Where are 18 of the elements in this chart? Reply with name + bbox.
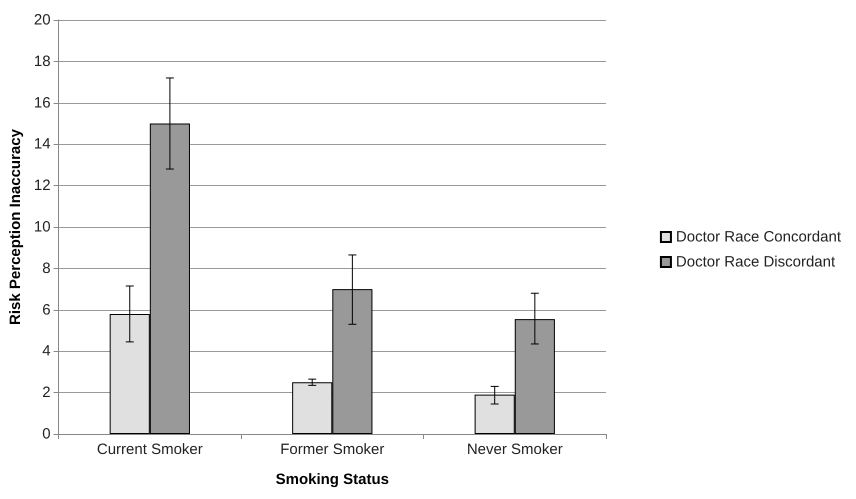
- x-axis-title: Smoking Status: [276, 471, 389, 488]
- y-tick-label: 6: [42, 301, 51, 318]
- y-tick-label: 14: [34, 136, 51, 153]
- y-tick-label: 20: [34, 12, 51, 28]
- x-tick-label: Never Smoker: [466, 441, 563, 458]
- y-tick-label: 0: [42, 426, 51, 442]
- y-tick-label: 12: [34, 177, 51, 194]
- x-tick-label: Current Smoker: [96, 441, 203, 458]
- y-tick-label: 8: [42, 260, 51, 277]
- legend-label: Doctor Race Concordant: [676, 228, 842, 246]
- y-axis-title: Risk Perception Inaccuracy: [7, 128, 24, 325]
- y-tick-label: 18: [34, 52, 51, 70]
- y-tick-label: 4: [42, 342, 51, 360]
- legend-label: Doctor Race Discordant: [676, 254, 836, 270]
- y-tick-label: 10: [34, 218, 51, 236]
- y-tick-label: 2: [42, 384, 51, 402]
- x-tick-label: Former Smoker: [280, 441, 384, 458]
- y-tick-label: 16: [34, 94, 51, 112]
